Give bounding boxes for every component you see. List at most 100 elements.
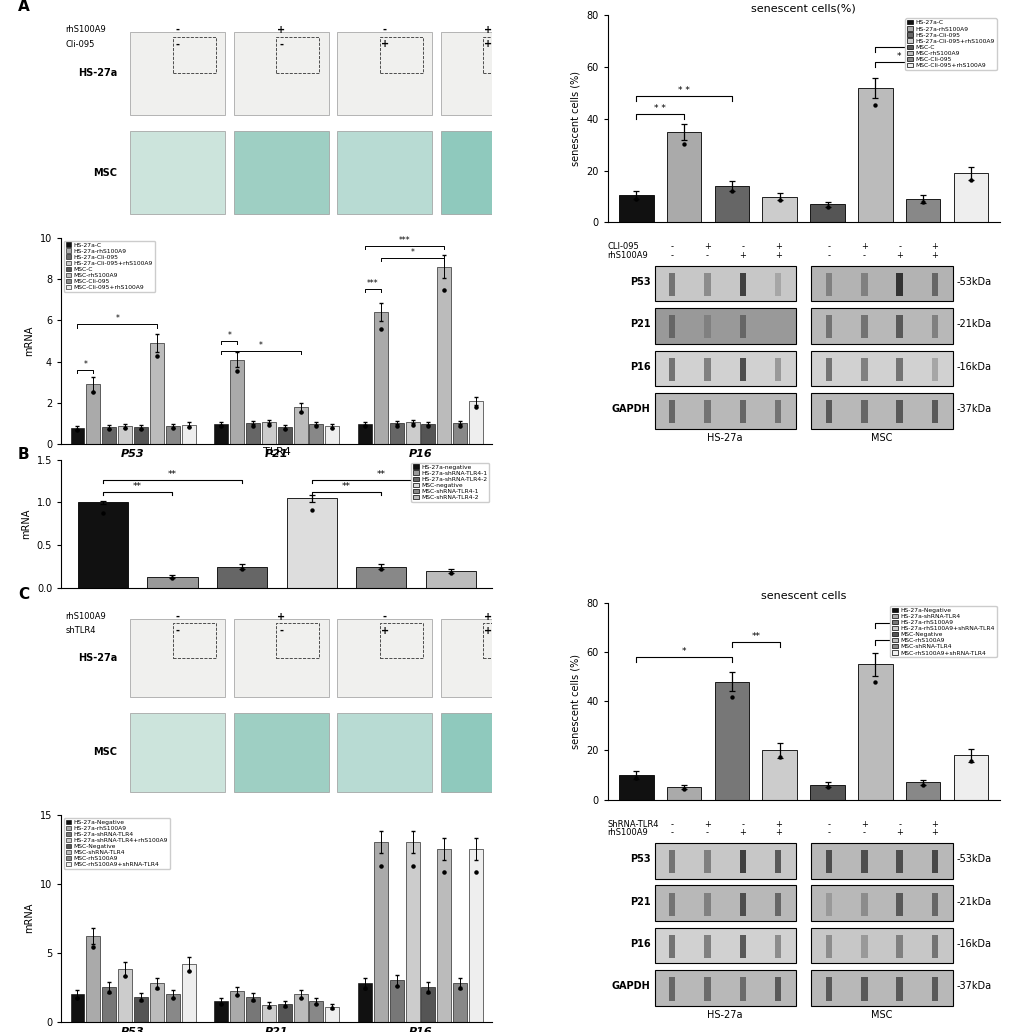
Point [404,858,420,874]
Text: -: - [826,828,829,837]
Text: B: B [18,447,30,461]
Point [228,987,245,1003]
Bar [276,623,319,658]
Point [914,194,930,211]
Text: +: + [860,243,867,252]
Bar [262,1005,275,1022]
Text: -: - [862,828,865,837]
Text: P16: P16 [630,939,650,949]
Bar [668,893,675,915]
Bar [262,422,275,445]
Bar [654,843,795,878]
Text: +: + [484,25,491,35]
Text: +: + [930,828,937,837]
Bar [130,619,225,698]
Bar [774,977,781,1001]
Point [261,417,277,433]
Point [962,171,978,188]
Bar [930,272,937,296]
Text: MSC: MSC [93,168,117,178]
Point [149,348,165,364]
Bar [102,427,116,445]
Bar [774,400,781,423]
Bar [668,935,675,958]
Bar [809,204,844,223]
Point [723,688,740,705]
Bar [437,266,450,445]
Bar [930,977,937,1001]
Bar [654,970,795,1006]
Bar [406,842,419,1022]
Point [914,776,930,793]
Legend: HS-27a-Negative, HS-27a-shRNA-TLR4, HS-27a-rhS100A9, HS-27a-rhS100A9+shRNA-TLR4,: HS-27a-Negative, HS-27a-shRNA-TLR4, HS-2… [890,606,996,657]
Bar [668,316,675,338]
Point [420,983,436,1000]
Point [324,420,340,437]
Bar [309,424,323,445]
Text: **: ** [918,613,926,621]
Point [86,939,102,956]
Y-axis label: mRNA: mRNA [21,509,32,539]
Bar [483,623,526,658]
Text: MSC: MSC [870,433,892,444]
Text: P16: P16 [630,362,650,372]
Point [308,996,324,1012]
Bar [130,713,225,792]
Text: P21: P21 [630,319,650,329]
Text: +: + [774,243,781,252]
Text: *: * [896,52,901,61]
Point [468,398,484,415]
Bar [704,935,710,958]
Point [372,321,388,337]
Bar [825,400,832,423]
Bar [286,498,336,588]
Text: HS-27a: HS-27a [77,653,117,664]
Text: +: + [277,25,285,35]
Title: TLR4: TLR4 [263,448,290,457]
Bar [704,272,710,296]
Point [245,417,261,433]
Bar [654,393,795,428]
Text: **: ** [168,471,177,480]
Point [866,674,882,690]
Text: +: + [930,243,937,252]
Point [388,417,405,433]
Point [628,770,644,786]
Bar [358,424,372,445]
Text: +: + [703,243,710,252]
Point [451,979,468,996]
Text: +: + [739,251,746,260]
Bar [860,272,867,296]
Point [276,998,292,1014]
Point [373,561,389,578]
Point [442,565,459,581]
Text: -53kDa: -53kDa [956,277,990,287]
Point [451,417,468,433]
Bar [214,424,228,445]
Point [261,999,277,1015]
Point [303,502,319,518]
Text: -: - [826,819,829,829]
Bar [619,195,653,223]
Bar [293,408,308,445]
Bar [668,400,675,423]
Text: +: + [484,612,491,622]
Text: +: + [703,819,710,829]
Point [245,992,261,1008]
Text: HS-27a: HS-27a [77,68,117,78]
Bar [181,964,196,1022]
Y-axis label: mRNA: mRNA [24,903,35,933]
Bar [930,358,937,381]
Text: P21: P21 [630,897,650,906]
Y-axis label: senescent cells (%): senescent cells (%) [570,71,580,166]
Bar [739,977,745,1001]
Text: GAPDH: GAPDH [611,405,650,414]
Bar [704,316,710,338]
Text: **: ** [894,630,903,639]
Bar [150,343,164,445]
Text: +: + [774,828,781,837]
Text: *: * [920,36,924,45]
Point [962,753,978,770]
Text: Cli-095: Cli-095 [65,40,95,49]
Bar [860,850,867,873]
